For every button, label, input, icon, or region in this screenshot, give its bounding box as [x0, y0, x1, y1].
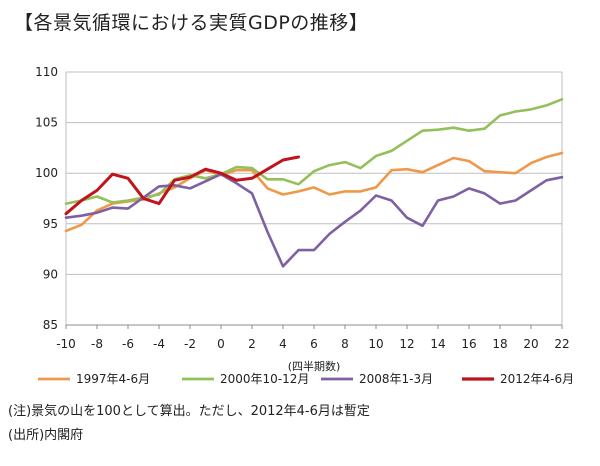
- x-tick-label: -2: [184, 337, 196, 351]
- x-tick-label: 22: [554, 337, 569, 351]
- x-tick-label: 18: [492, 337, 507, 351]
- x-tick-label: -4: [153, 337, 165, 351]
- x-tick-label: -10: [56, 337, 76, 351]
- y-axis-tick-labels: 85 90 95 100 105 110: [35, 65, 58, 332]
- x-tick-label: 20: [523, 337, 538, 351]
- x-tick-label: 14: [430, 337, 445, 351]
- legend-label-s2000: 2000年10-12月: [220, 372, 309, 386]
- y-tick-label: 105: [35, 116, 58, 130]
- source-note: (出所)内閣府: [8, 428, 84, 443]
- y-tick-label: 85: [43, 318, 58, 332]
- x-tick-label: 6: [310, 337, 318, 351]
- legend-label-s2008: 2008年1-3月: [359, 372, 433, 386]
- series-line-s2000: [64, 98, 564, 205]
- grid-lines: [66, 122, 562, 275]
- x-tick-label: 8: [341, 337, 349, 351]
- page-title: 【各景気循環における実質GDPの推移】: [14, 12, 369, 34]
- series-line-s1997: [64, 151, 564, 233]
- series-line-s2012: [64, 155, 300, 216]
- legend-label-s2012: 2012年4-6月: [500, 372, 574, 386]
- footnote: (注)景気の山を100として算出。ただし、2012年4-6月は暫定: [8, 404, 370, 419]
- y-tick-label: 95: [43, 217, 58, 231]
- x-tick-label: 10: [368, 337, 383, 351]
- x-tick-label: 16: [461, 337, 476, 351]
- x-axis-tick-labels: -10 -8 -6 -4 -2 0 2 4 6 8 10 12 14 16 18 20 22: [56, 325, 570, 351]
- x-tick-label: 12: [399, 337, 414, 351]
- y-tick-label: 90: [43, 267, 58, 281]
- y-tick-label: 100: [35, 166, 58, 180]
- x-tick-label: 2: [248, 337, 256, 351]
- series-lines: [64, 98, 564, 268]
- x-tick-label: 0: [217, 337, 225, 351]
- x-tick-label: 4: [279, 337, 287, 351]
- y-tick-label: 110: [35, 65, 58, 79]
- x-tick-label: -8: [91, 337, 103, 351]
- x-tick-label: -6: [122, 337, 134, 351]
- legend: 1997年4-6月 2000年10-12月 2008年1-3月 2012年4-6月: [38, 372, 574, 386]
- x-axis-label: (四半期数): [288, 359, 341, 373]
- legend-label-s1997: 1997年4-6月: [76, 372, 150, 386]
- series-line-s2008: [64, 172, 564, 268]
